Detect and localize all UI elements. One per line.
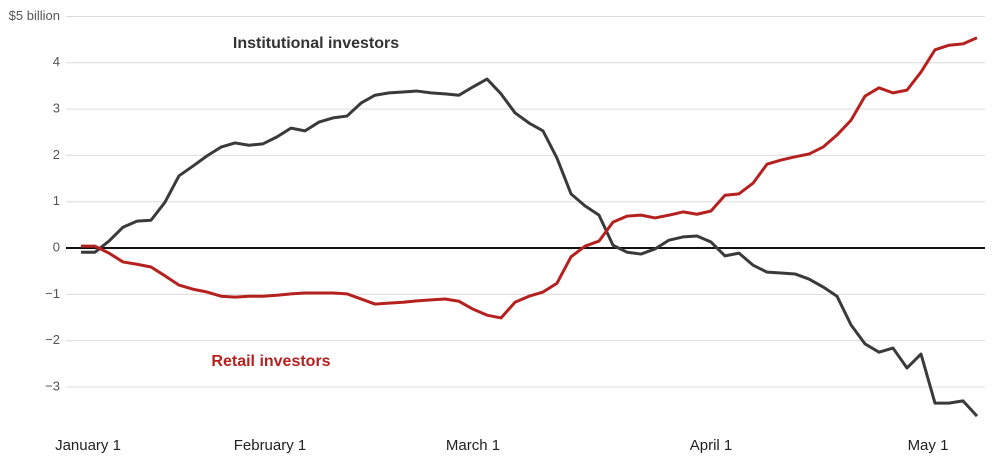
annotation: Institutional investors xyxy=(233,35,399,52)
x-tick-label: January 1 xyxy=(55,437,121,454)
x-tick-label: April 1 xyxy=(690,437,733,454)
series-line xyxy=(81,36,978,320)
annotation: Retail investors xyxy=(211,353,330,370)
series-line xyxy=(81,77,979,418)
y-tick-label: 0 xyxy=(53,239,60,254)
y-tick-label: −3 xyxy=(45,378,60,393)
y-tick-label: 3 xyxy=(53,101,60,116)
x-tick-label: May 1 xyxy=(908,437,949,454)
y-tick-label: 1 xyxy=(53,193,60,208)
x-tick-label: February 1 xyxy=(234,437,307,454)
x-tick-label: March 1 xyxy=(446,437,500,454)
y-tick-label: −2 xyxy=(45,332,60,347)
y-tick-label: $5 billion xyxy=(9,8,60,23)
y-tick-label: 2 xyxy=(53,147,60,162)
y-tick-label: 4 xyxy=(53,54,60,69)
y-tick-label: −1 xyxy=(45,286,60,301)
